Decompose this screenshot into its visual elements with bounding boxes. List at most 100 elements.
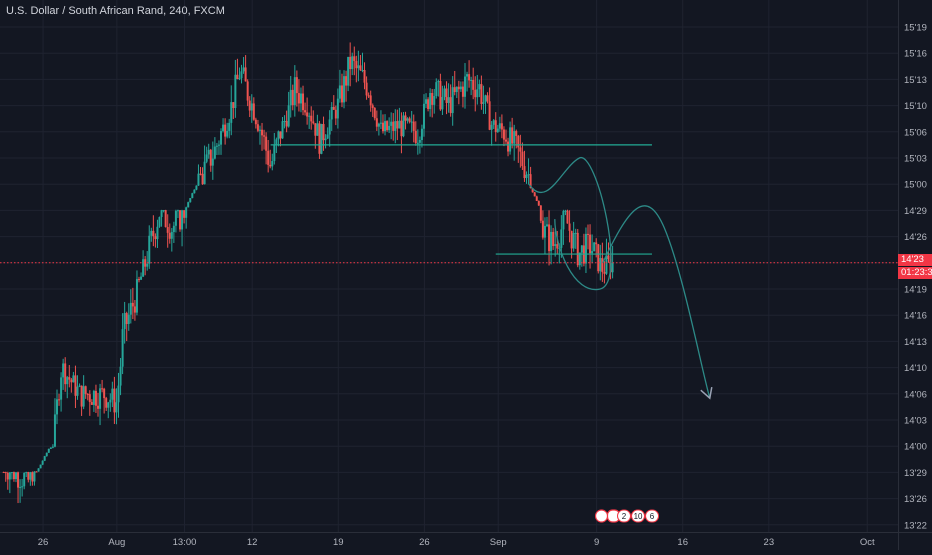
candle-body — [484, 95, 487, 103]
candle-body — [371, 105, 374, 108]
candle-body — [97, 405, 100, 409]
candle-body — [236, 74, 239, 80]
candle-body — [398, 120, 401, 129]
candle-body — [4, 472, 7, 474]
candle-body — [76, 386, 79, 396]
candle-body — [90, 402, 93, 405]
candle-body — [455, 86, 458, 93]
candle-body — [152, 230, 155, 237]
candle-body — [304, 110, 307, 113]
candle-body — [176, 210, 179, 212]
y-tick-label: 13'29 — [904, 468, 927, 479]
candle-body — [379, 122, 382, 124]
candle-body — [133, 306, 136, 313]
y-tick-label: 14'13 — [904, 337, 927, 348]
candle-body — [60, 377, 63, 400]
y-tick-label: 14'29 — [904, 206, 927, 217]
candle-body — [416, 142, 419, 144]
candle-body — [336, 98, 339, 119]
y-tick-label: 14'10 — [904, 363, 927, 374]
candle-body — [599, 258, 602, 272]
candle-body — [381, 122, 384, 132]
candle-body — [593, 242, 596, 252]
candle-body — [256, 124, 259, 131]
candle-body — [84, 386, 87, 394]
candle-body — [611, 262, 614, 273]
candle-body — [23, 472, 26, 487]
candle-body — [211, 158, 214, 166]
candle-body — [402, 115, 405, 137]
candle-body — [318, 123, 321, 154]
candle-body — [500, 123, 503, 130]
candle-body — [37, 468, 40, 472]
candle-body — [384, 121, 387, 132]
candle-body — [189, 198, 192, 203]
candle-body — [531, 188, 534, 193]
candle-body — [273, 145, 276, 162]
candle-body — [476, 89, 479, 98]
y-tick-label: 15'19 — [904, 23, 927, 34]
candle-body — [386, 121, 389, 131]
candle-body — [111, 388, 114, 400]
candle-body — [289, 89, 292, 106]
candle-body — [150, 230, 153, 236]
candle-body — [515, 131, 518, 136]
x-tick-label: 19 — [333, 537, 344, 548]
candle-body — [199, 173, 202, 175]
candle-body — [472, 79, 475, 90]
event-badge — [616, 509, 632, 523]
candle-body — [580, 245, 583, 253]
candle-body — [154, 236, 157, 240]
candle-body — [166, 227, 169, 233]
x-tick-label: Aug — [108, 537, 125, 548]
candle-body — [224, 124, 227, 137]
candle-body — [80, 385, 83, 407]
candle-body — [390, 121, 393, 126]
candle-body — [595, 242, 598, 245]
candle-body — [142, 259, 145, 277]
candle-body — [328, 119, 331, 135]
candle-body — [543, 225, 546, 238]
candle-body — [279, 131, 282, 139]
candle-body — [591, 251, 594, 254]
arrow-head-icon — [700, 387, 713, 400]
candle-body — [433, 96, 436, 105]
candle-body — [425, 99, 428, 104]
candle-body — [263, 135, 266, 137]
candle-body — [548, 224, 551, 252]
y-tick-label: 15'16 — [904, 49, 927, 60]
candle-body — [72, 375, 75, 383]
candle-body — [277, 131, 280, 140]
candle-body — [306, 112, 309, 117]
y-tick-label: 15'06 — [904, 127, 927, 138]
candle-body — [252, 103, 255, 120]
candle-body — [205, 154, 208, 162]
candle-body — [554, 244, 557, 247]
candle-body — [361, 70, 364, 72]
candle-body — [250, 103, 253, 111]
candle-body — [43, 456, 46, 461]
candle-body — [197, 173, 200, 186]
candle-body — [351, 56, 354, 70]
candle-body — [445, 88, 448, 103]
y-tick-label: 14'03 — [904, 416, 927, 427]
candle-body — [453, 87, 456, 93]
candle-body — [603, 272, 606, 274]
candle-body — [238, 78, 241, 80]
candle-body — [285, 120, 288, 127]
candle-body — [355, 60, 358, 69]
candle-body — [191, 193, 194, 199]
candle-body — [21, 486, 24, 488]
event-badge-count: 2 — [622, 512, 627, 521]
event-badge-count: 6 — [650, 512, 655, 521]
candle-body — [265, 136, 268, 151]
y-tick-label: 15'13 — [904, 75, 927, 86]
candle-body — [517, 135, 520, 148]
projection-loop — [528, 157, 612, 291]
x-tick-label: 16 — [677, 537, 688, 548]
candle-body — [568, 223, 571, 231]
candle-body — [158, 217, 161, 227]
candle-body — [82, 386, 85, 407]
